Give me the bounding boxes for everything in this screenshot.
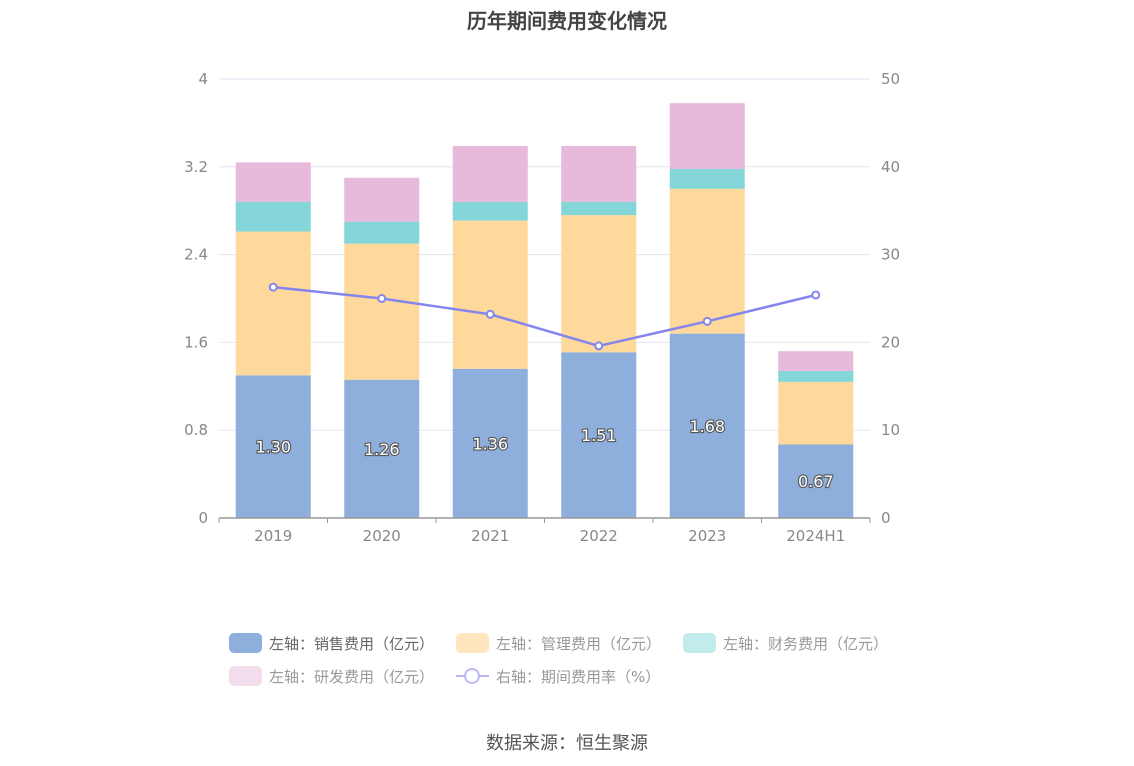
rate-point <box>268 282 278 292</box>
bar-finance <box>561 201 637 216</box>
bar-rd <box>778 351 854 371</box>
x-axis-tick-label: 2023 <box>688 527 726 545</box>
bar-sales <box>452 368 528 518</box>
chart-legend: 左轴：销售费用（亿元） 左轴：管理费用（亿元） 左轴：财务费用（亿元） 左轴：研… <box>229 630 929 696</box>
bar-admin <box>235 231 311 376</box>
bar-finance <box>669 168 745 189</box>
bar-admin <box>452 220 528 369</box>
data-label: 1.68 <box>689 417 725 436</box>
legend-line-icon-rate <box>456 666 490 686</box>
left-axis-tick-label: 3.2 <box>184 158 208 176</box>
data-label: 1.36 <box>472 434 508 453</box>
legend-row-1: 左轴：销售费用（亿元） 左轴：管理费用（亿元） 左轴：财务费用（亿元） <box>229 630 929 656</box>
legend-line-dot <box>464 668 481 684</box>
left-axis-tick-label: 0 <box>198 509 208 527</box>
x-axis-tick-label: 2019 <box>254 527 292 545</box>
bar-finance <box>778 370 854 382</box>
right-axis-tick-label: 30 <box>881 246 900 264</box>
left-axis-tick-label: 0.8 <box>184 421 208 439</box>
bar-sales <box>669 333 745 518</box>
legend-label-rate: 右轴：期间费用率（%） <box>496 667 661 686</box>
bar-finance <box>452 201 528 221</box>
bar-rd <box>344 177 420 222</box>
stacked-bar-line-chart: 00.81.62.43.24010203040501.3020191.26202… <box>184 70 900 545</box>
legend-row-2: 左轴：研发费用（亿元） 右轴：期间费用率（%） <box>229 663 929 689</box>
bar-sales <box>344 379 420 518</box>
legend-swatch-admin <box>456 633 490 653</box>
legend-swatch-rd <box>229 666 262 686</box>
bar-finance <box>235 201 311 232</box>
legend-label-admin: 左轴：管理费用（亿元） <box>496 634 662 653</box>
chart-title: 历年期间费用变化情况 <box>467 9 667 33</box>
data-label: 1.51 <box>581 426 617 445</box>
bar-sales <box>235 375 311 518</box>
left-axis-tick-label: 2.4 <box>184 246 208 264</box>
bar-admin <box>669 188 745 334</box>
right-axis-tick-label: 50 <box>881 70 900 88</box>
rate-point <box>594 341 604 351</box>
rate-point <box>377 294 387 303</box>
bar-admin <box>344 243 420 380</box>
rate-line <box>273 285 817 348</box>
left-axis-tick-label: 1.6 <box>184 333 208 351</box>
legend-label-sales: 左轴：销售费用（亿元） <box>269 634 435 653</box>
rate-point <box>485 309 495 319</box>
x-axis-tick-label: 2024H1 <box>786 527 845 545</box>
legend-swatch-sales <box>229 633 262 653</box>
bar-sales <box>561 352 637 518</box>
bar-sales <box>778 444 854 518</box>
bar-admin <box>778 381 854 445</box>
bar-admin <box>561 215 637 353</box>
right-axis-tick-label: 10 <box>881 421 900 439</box>
legend-label-rd: 左轴：研发费用（亿元） <box>269 667 435 686</box>
data-label: 0.67 <box>798 472 834 491</box>
rate-point <box>702 316 712 326</box>
bar-rd <box>561 145 637 202</box>
legend-item-finance[interactable]: 左轴：财务费用（亿元） <box>683 630 888 656</box>
bar-rd <box>669 103 745 169</box>
data-source: 数据来源：恒生聚源 <box>486 733 648 754</box>
right-axis-tick-label: 40 <box>881 158 900 176</box>
legend-label-finance: 左轴：财务费用（亿元） <box>723 634 889 653</box>
data-label: 1.30 <box>255 438 291 457</box>
legend-swatch-finance <box>683 633 717 653</box>
legend-item-sales[interactable]: 左轴：销售费用（亿元） <box>229 630 434 656</box>
left-axis-tick-label: 4 <box>198 70 208 88</box>
x-axis-tick-label: 2022 <box>580 527 618 545</box>
bar-rd <box>452 145 528 202</box>
bar-rd <box>235 162 311 202</box>
x-axis-tick-label: 2021 <box>471 527 509 545</box>
bar-finance <box>344 221 420 244</box>
right-axis-tick-label: 0 <box>881 509 891 527</box>
legend-item-rd[interactable]: 左轴：研发费用（亿元） <box>229 663 434 689</box>
legend-item-rate[interactable]: 右轴：期间费用率（%） <box>456 663 660 689</box>
x-axis-tick-label: 2020 <box>363 527 401 545</box>
legend-item-admin[interactable]: 左轴：管理费用（亿元） <box>456 630 661 656</box>
rate-point <box>811 290 821 300</box>
right-axis-tick-label: 20 <box>881 333 900 351</box>
data-label: 1.26 <box>364 440 400 459</box>
